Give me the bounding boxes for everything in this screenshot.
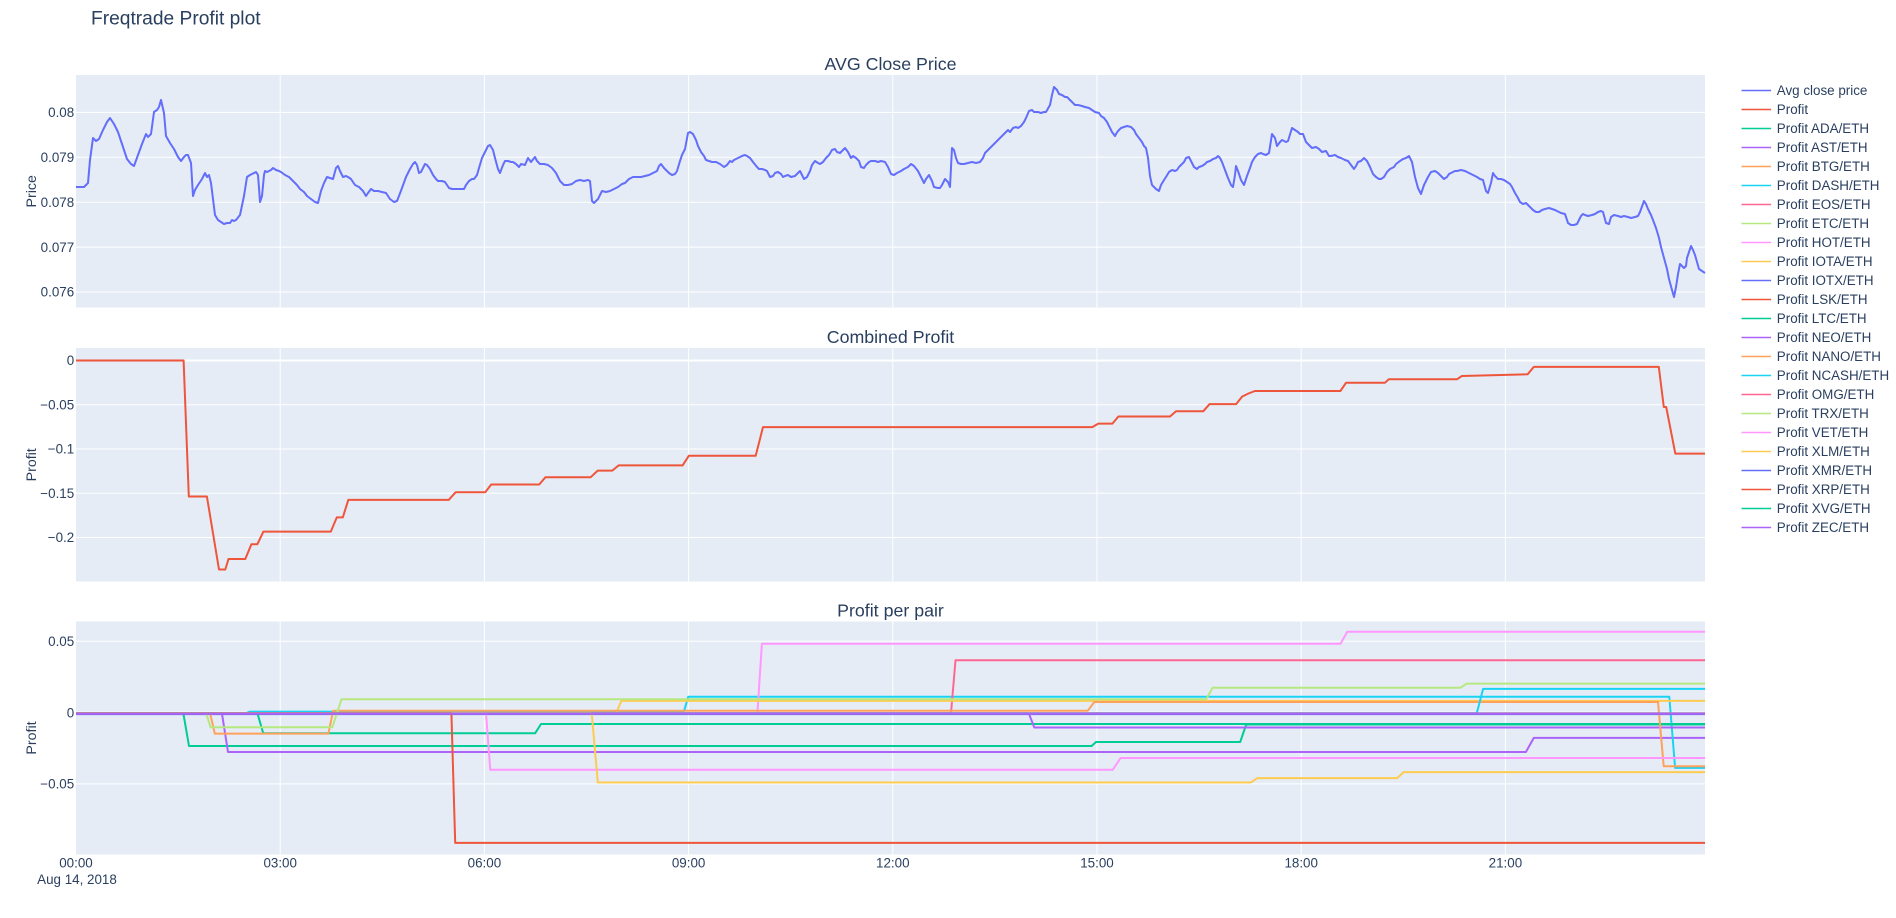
svg-text:0.08: 0.08 xyxy=(48,105,74,120)
svg-text:Profit: Profit xyxy=(24,448,40,481)
svg-text:0.076: 0.076 xyxy=(41,285,75,300)
svg-text:Profit LSK/ETH: Profit LSK/ETH xyxy=(1777,292,1868,307)
svg-text:Avg close price: Avg close price xyxy=(1777,83,1868,98)
svg-text:Price: Price xyxy=(24,175,40,207)
svg-text:Profit: Profit xyxy=(1777,102,1809,117)
svg-text:Profit XRP/ETH: Profit XRP/ETH xyxy=(1777,482,1870,497)
svg-text:15:00: 15:00 xyxy=(1080,856,1114,871)
svg-text:Profit OMG/ETH: Profit OMG/ETH xyxy=(1777,387,1874,402)
svg-text:Profit NCASH/ETH: Profit NCASH/ETH xyxy=(1777,368,1889,383)
svg-text:0: 0 xyxy=(67,705,74,720)
svg-text:Profit VET/ETH: Profit VET/ETH xyxy=(1777,425,1869,440)
svg-text:Profit EOS/ETH: Profit EOS/ETH xyxy=(1777,197,1871,212)
svg-text:0.077: 0.077 xyxy=(41,240,75,255)
svg-text:0: 0 xyxy=(67,353,74,368)
svg-text:−0.1: −0.1 xyxy=(48,442,74,457)
svg-text:Profit IOTX/ETH: Profit IOTX/ETH xyxy=(1777,273,1874,288)
svg-text:0.05: 0.05 xyxy=(48,634,74,649)
svg-text:−0.15: −0.15 xyxy=(40,486,74,501)
svg-text:09:00: 09:00 xyxy=(672,856,706,871)
svg-text:Profit: Profit xyxy=(24,721,40,754)
svg-text:AVG Close Price: AVG Close Price xyxy=(824,54,956,74)
svg-text:Profit NEO/ETH: Profit NEO/ETH xyxy=(1777,330,1872,345)
svg-text:Profit IOTA/ETH: Profit IOTA/ETH xyxy=(1777,254,1873,269)
svg-text:−0.2: −0.2 xyxy=(48,530,74,545)
svg-text:Profit XMR/ETH: Profit XMR/ETH xyxy=(1777,463,1872,478)
svg-text:06:00: 06:00 xyxy=(468,856,502,871)
svg-text:Profit DASH/ETH: Profit DASH/ETH xyxy=(1777,178,1880,193)
svg-text:00:00: 00:00 xyxy=(59,856,93,871)
svg-text:Profit per pair: Profit per pair xyxy=(837,600,944,620)
svg-text:Profit ETC/ETH: Profit ETC/ETH xyxy=(1777,216,1869,231)
svg-text:18:00: 18:00 xyxy=(1284,856,1318,871)
svg-text:Profit BTG/ETH: Profit BTG/ETH xyxy=(1777,159,1870,174)
svg-text:Profit XVG/ETH: Profit XVG/ETH xyxy=(1777,501,1871,516)
svg-text:12:00: 12:00 xyxy=(876,856,910,871)
svg-text:Profit ADA/ETH: Profit ADA/ETH xyxy=(1777,121,1869,136)
svg-text:Combined Profit: Combined Profit xyxy=(827,327,955,347)
svg-text:0.078: 0.078 xyxy=(41,195,75,210)
svg-text:Profit NANO/ETH: Profit NANO/ETH xyxy=(1777,349,1881,364)
svg-text:0.079: 0.079 xyxy=(41,150,75,165)
svg-text:Freqtrade Profit plot: Freqtrade Profit plot xyxy=(91,9,261,30)
svg-text:−0.05: −0.05 xyxy=(40,398,74,413)
svg-text:Profit AST/ETH: Profit AST/ETH xyxy=(1777,140,1868,155)
svg-text:Profit ZEC/ETH: Profit ZEC/ETH xyxy=(1777,520,1869,535)
svg-text:Aug 14, 2018: Aug 14, 2018 xyxy=(37,872,117,887)
svg-text:−0.05: −0.05 xyxy=(40,777,74,792)
svg-text:Profit TRX/ETH: Profit TRX/ETH xyxy=(1777,406,1869,421)
svg-text:Profit XLM/ETH: Profit XLM/ETH xyxy=(1777,444,1870,459)
svg-text:03:00: 03:00 xyxy=(263,856,297,871)
svg-text:Profit HOT/ETH: Profit HOT/ETH xyxy=(1777,235,1871,250)
svg-text:Profit LTC/ETH: Profit LTC/ETH xyxy=(1777,311,1867,326)
svg-text:21:00: 21:00 xyxy=(1489,856,1523,871)
